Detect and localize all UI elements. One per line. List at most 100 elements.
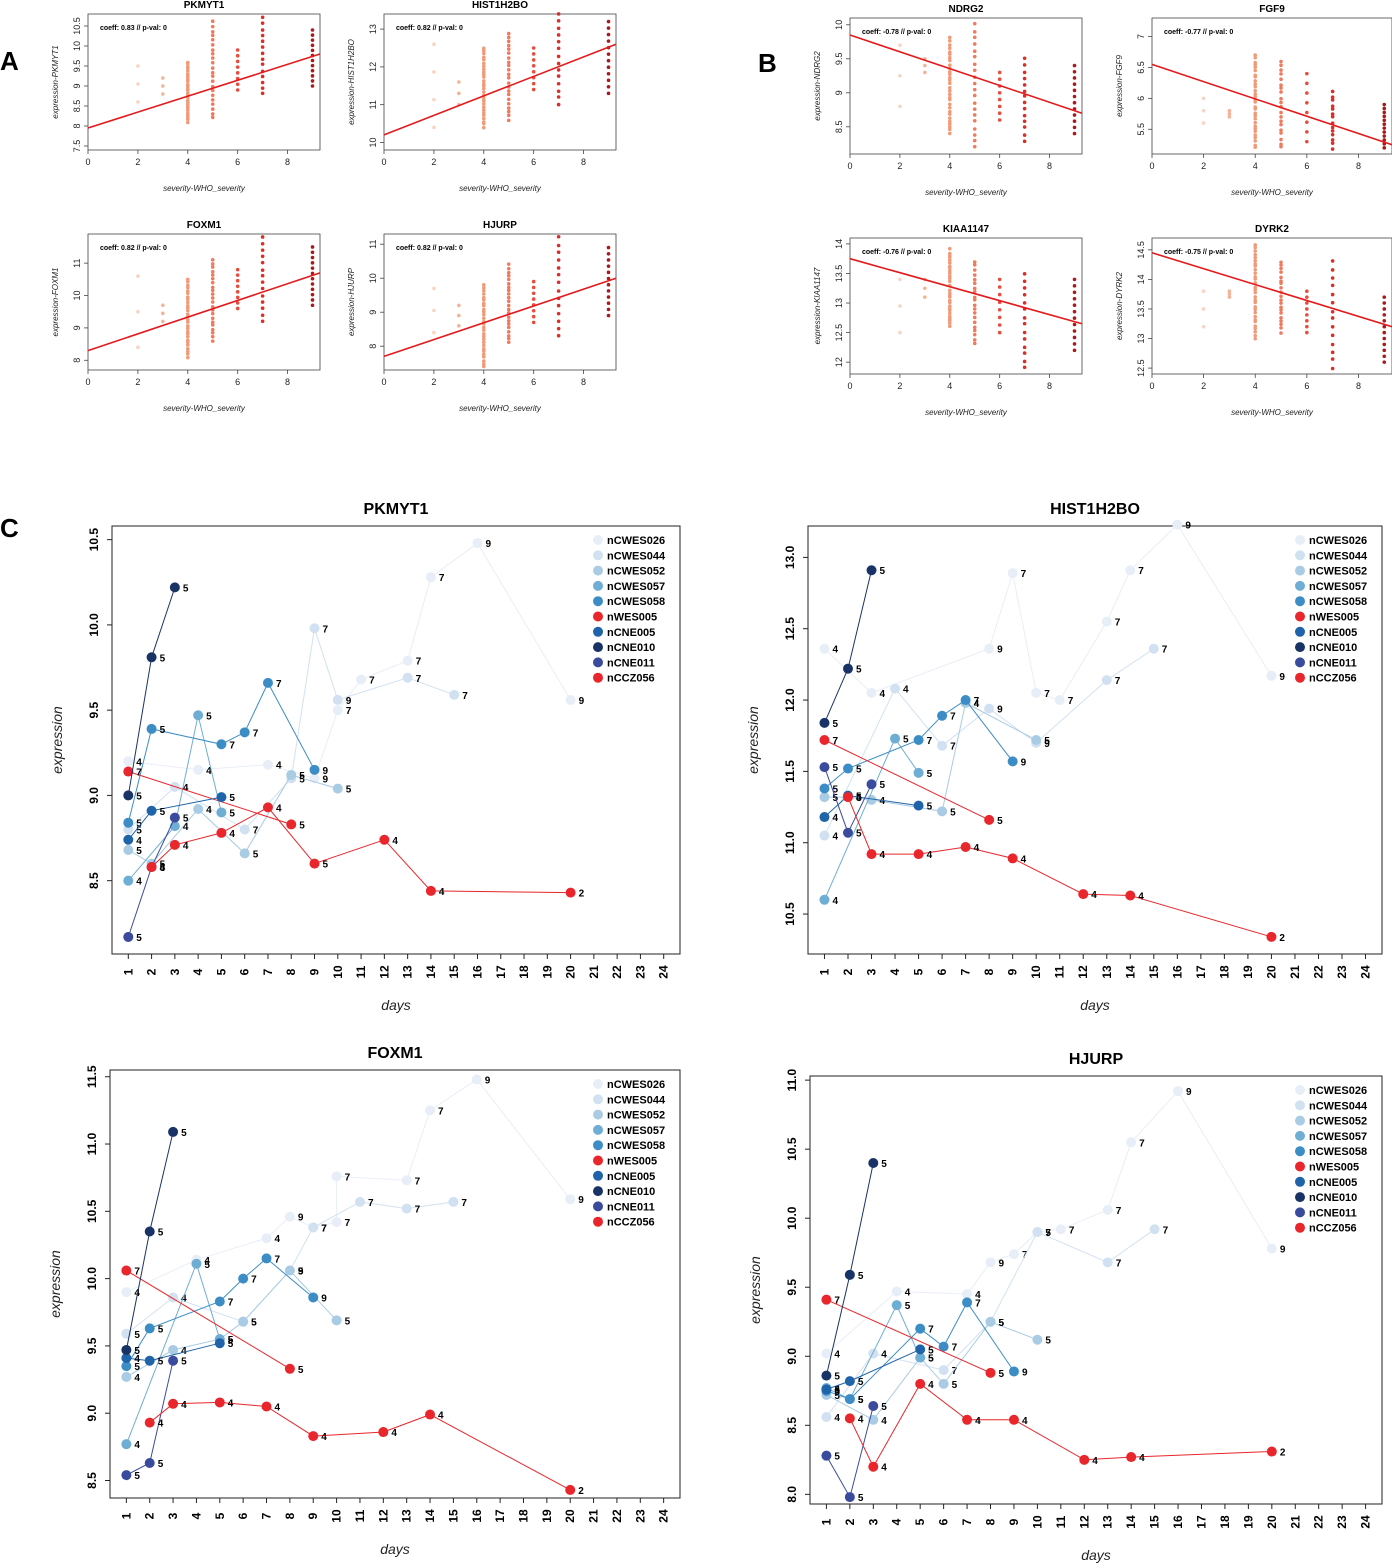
data-point <box>1253 143 1258 148</box>
point-label: 5 <box>952 1380 958 1391</box>
point-label: 5 <box>880 566 886 577</box>
data-point <box>210 316 215 321</box>
data-point <box>506 75 511 80</box>
series-point-ncwes026 <box>1008 1249 1019 1260</box>
data-point <box>1253 314 1258 319</box>
series-point-ncwes026 <box>471 1074 482 1085</box>
data-point <box>1330 324 1335 329</box>
y-axis-label: expression-FOXM1 <box>51 268 60 337</box>
point-label: 5 <box>834 1452 840 1463</box>
data-point <box>556 46 561 51</box>
data-point <box>1279 137 1283 142</box>
point-label: 5 <box>181 1357 187 1368</box>
y-tick-label: 9.0 <box>785 1348 799 1365</box>
plot-frame <box>111 525 681 955</box>
point-label: 7 <box>275 1254 281 1265</box>
data-point <box>1072 329 1077 333</box>
data-point <box>235 306 240 311</box>
series-point-ncwes058 <box>937 710 948 721</box>
data-point <box>1072 63 1077 68</box>
point-label: 4 <box>1139 1453 1145 1464</box>
x-tick-label: 15 <box>1148 1515 1162 1529</box>
legend-marker-nwes005 <box>1295 1161 1305 1172</box>
series-point-ncne005 <box>216 792 227 803</box>
y-tick-label: 9 <box>368 310 378 315</box>
legend-marker-ncwes052 <box>593 565 603 576</box>
x-tick-label: 1 <box>817 968 831 975</box>
point-label: 5 <box>229 808 235 819</box>
data-point <box>972 21 977 26</box>
point-label: 7 <box>416 657 422 668</box>
series-point-nwes005 <box>819 735 830 745</box>
data-point <box>185 277 190 282</box>
data-point <box>972 49 977 54</box>
data-point <box>432 330 436 335</box>
data-point <box>506 60 511 65</box>
y-axis-label: expression <box>745 706 761 774</box>
series-point-ncwes057 <box>216 807 227 818</box>
legend-marker-ncne005 <box>1295 626 1305 637</box>
series-point-ncne005 <box>819 812 830 823</box>
y-tick-label: 10 <box>72 41 82 51</box>
data-point <box>1022 351 1027 355</box>
y-axis-label: expression-NDRG2 <box>813 51 822 121</box>
data-point <box>185 283 190 288</box>
y-axis-label: expression-HJURP <box>347 267 356 336</box>
y-tick-label: 10.0 <box>785 1206 799 1230</box>
data-point <box>947 314 952 319</box>
y-tick-label: 11 <box>368 100 378 109</box>
series-line-ncwes057 <box>127 715 222 882</box>
series-point-ncwes026 <box>331 1171 342 1182</box>
series-point-ncwes026 <box>121 1287 132 1298</box>
series-line-ncwes058 <box>824 699 1014 789</box>
data-point <box>972 311 977 315</box>
plot-frame <box>849 17 1083 155</box>
point-label: 4 <box>275 1402 281 1413</box>
series-line-nwes005 <box>826 1299 991 1374</box>
series-line-ncwes052 <box>826 1321 1038 1421</box>
data-point <box>136 100 140 104</box>
point-label: 5 <box>1045 1228 1051 1239</box>
data-point <box>1227 115 1232 119</box>
data-point <box>1382 146 1387 150</box>
x-tick-label: 18 <box>1217 965 1231 979</box>
data-point <box>432 125 436 130</box>
data-point <box>947 122 952 126</box>
scatter-chart-hjurp: HJURP coeff: 0.82 // p-val: 0 severity-WHO… <box>347 220 617 413</box>
data-point <box>972 87 977 92</box>
point-label: 7 <box>229 740 235 751</box>
series-point-ncne010 <box>821 1370 832 1381</box>
point-label: 5 <box>856 829 862 840</box>
data-point <box>531 52 536 56</box>
series-line-ncwes044 <box>126 1201 454 1335</box>
data-point <box>606 71 611 76</box>
data-point <box>1253 336 1258 341</box>
data-point <box>556 95 561 99</box>
series-point-ncne010 <box>121 1344 132 1355</box>
data-point <box>481 312 486 317</box>
series-point-ncne010 <box>842 663 853 674</box>
x-tick-label: 15 <box>446 1509 460 1523</box>
series-point-nccz056 <box>844 1413 855 1424</box>
y-tick-label: 13 <box>834 298 844 308</box>
data-point <box>185 289 190 294</box>
x-tick-label: 3 <box>866 1518 880 1525</box>
data-point <box>260 86 265 90</box>
data-point <box>556 89 561 94</box>
data-point <box>1072 113 1077 117</box>
data-point <box>210 276 215 281</box>
data-point <box>997 315 1002 320</box>
point-label: 5 <box>858 1493 864 1504</box>
scatter-chart-pkmyt1: PKMYT1 coeff: 0.83 // p-val: 0 severity-WH… <box>51 0 321 193</box>
data-point <box>235 82 240 87</box>
x-axis-label: severity-WHO_severity <box>163 184 246 193</box>
data-point <box>210 60 215 65</box>
legend-label-ncwes057: nCWES057 <box>607 581 665 593</box>
data-point <box>947 288 952 293</box>
legend-marker-ncne011 <box>1295 657 1305 668</box>
series-point-ncwes058 <box>913 735 924 745</box>
data-point <box>210 98 215 102</box>
series-point-ncwes026 <box>1126 1137 1137 1148</box>
point-label: 5 <box>206 711 212 722</box>
